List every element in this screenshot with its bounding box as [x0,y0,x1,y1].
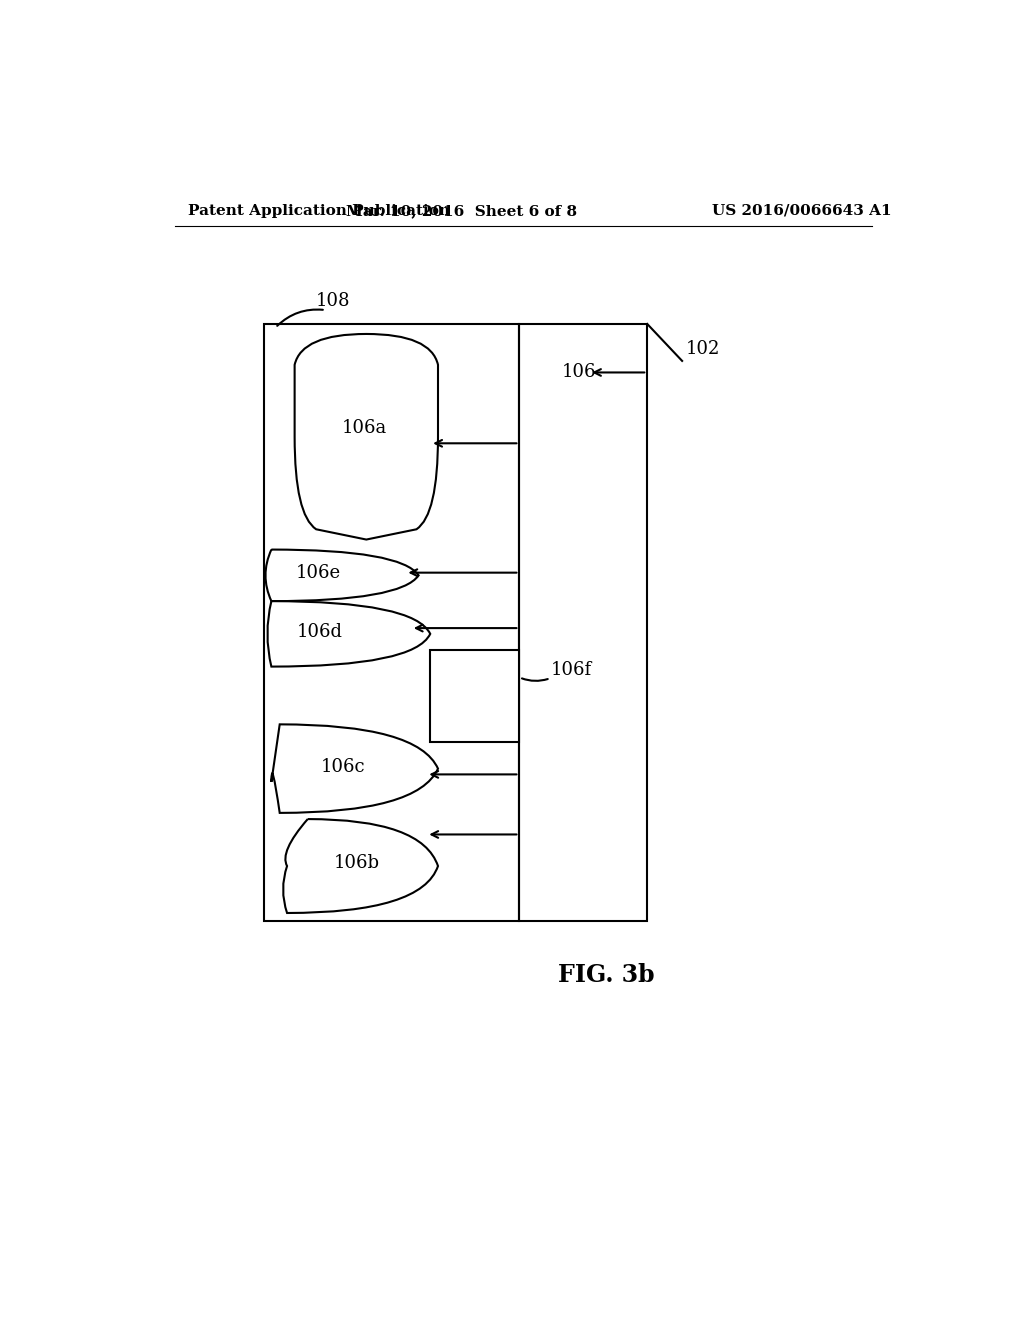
Bar [263,323,519,921]
Text: FIG. 3b: FIG. 3b [558,962,654,986]
Text: Patent Application Publication: Patent Application Publication [188,203,451,218]
Text: US 2016/0066643 A1: US 2016/0066643 A1 [713,203,892,218]
PathPatch shape [295,334,438,540]
Bar [430,649,519,742]
PathPatch shape [267,601,430,667]
Text: 106d: 106d [297,623,343,642]
Text: 108: 108 [316,292,350,310]
PathPatch shape [271,725,438,813]
Text: 106c: 106c [322,758,366,776]
Text: 106b: 106b [334,854,380,873]
Bar [519,323,647,921]
Text: 106: 106 [562,363,596,381]
Text: 106a: 106a [342,418,387,437]
Text: 106f: 106f [550,661,592,680]
PathPatch shape [283,818,438,913]
Text: Mar. 10, 2016  Sheet 6 of 8: Mar. 10, 2016 Sheet 6 of 8 [346,203,577,218]
Text: 102: 102 [686,341,720,358]
Text: 106e: 106e [295,564,340,582]
PathPatch shape [265,549,419,601]
